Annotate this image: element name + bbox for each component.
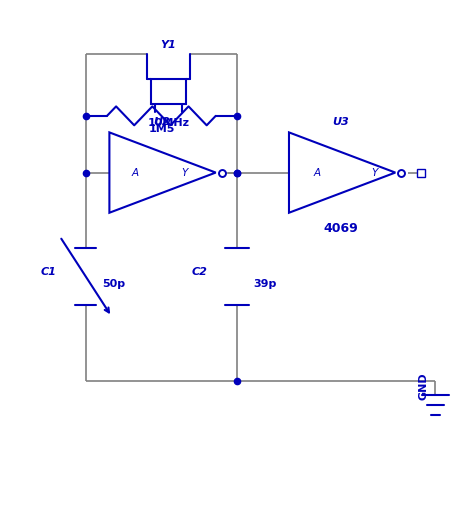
Text: A: A: [314, 167, 321, 177]
Text: A: A: [132, 167, 139, 177]
Text: 1M5: 1M5: [148, 124, 174, 134]
Text: Y: Y: [182, 167, 188, 177]
Text: 50p: 50p: [102, 279, 126, 289]
Text: GND: GND: [419, 372, 428, 400]
Text: 4069: 4069: [324, 222, 358, 235]
Text: Y: Y: [371, 167, 377, 177]
Text: Y1: Y1: [161, 40, 176, 50]
Text: C2: C2: [192, 267, 208, 277]
Text: U3: U3: [333, 116, 349, 127]
Text: C1: C1: [41, 267, 56, 277]
Text: 10MHz: 10MHz: [147, 118, 190, 128]
Text: R1: R1: [153, 97, 170, 107]
Bar: [151, 79, 186, 104]
Text: U2: U2: [153, 116, 170, 127]
Text: 39p: 39p: [254, 279, 277, 289]
